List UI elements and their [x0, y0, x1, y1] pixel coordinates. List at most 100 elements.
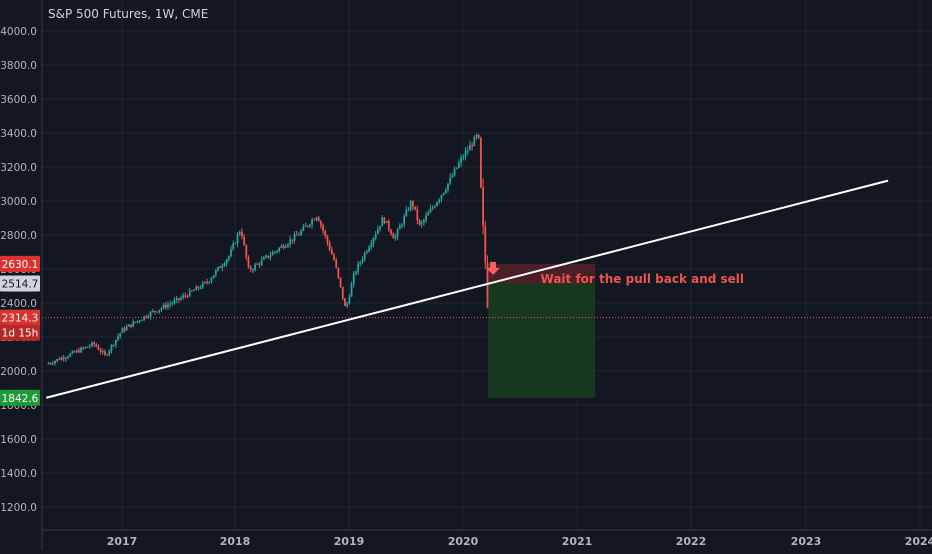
- candle-body: [214, 270, 217, 276]
- candle-body: [123, 328, 126, 331]
- candle-body: [267, 255, 270, 258]
- candle-body: [236, 234, 239, 244]
- candle-body: [429, 208, 432, 213]
- candle-body: [84, 346, 87, 349]
- candle-body: [287, 244, 289, 247]
- candle-body: [376, 228, 379, 234]
- candle-body: [62, 357, 65, 359]
- candle-body: [447, 183, 449, 191]
- candle-body: [390, 229, 392, 235]
- candle-body: [398, 226, 401, 230]
- candle-body: [54, 361, 56, 364]
- candle-body: [134, 321, 137, 323]
- trendline[interactable]: [46, 179, 889, 399]
- candle-body: [230, 249, 232, 257]
- candle-body: [466, 150, 469, 152]
- candle-body: [339, 277, 342, 287]
- candle-body: [265, 255, 267, 258]
- x-tick-label: 2019: [334, 535, 365, 548]
- candle-body: [177, 298, 180, 300]
- candle-body: [278, 247, 281, 251]
- candle-body: [409, 201, 412, 210]
- price-label-last-bg: [0, 309, 40, 326]
- candle-body: [322, 225, 324, 232]
- candle-body: [293, 234, 296, 241]
- trade-annotation: Wait for the pull back and sell: [541, 272, 745, 286]
- candle-body: [471, 145, 474, 147]
- candle-body: [460, 157, 463, 163]
- candle-body: [319, 221, 322, 226]
- candle-body: [414, 206, 417, 210]
- candle-body: [422, 219, 425, 223]
- price-label-last: 2314.3: [2, 313, 39, 325]
- candle-body: [308, 224, 311, 226]
- candle-body: [138, 320, 141, 322]
- candle-body: [438, 199, 441, 203]
- candle-body: [453, 168, 456, 176]
- candle-body: [276, 250, 278, 252]
- stop-loss-zone: [488, 263, 596, 284]
- candle-body: [132, 321, 135, 327]
- candle-body: [112, 344, 115, 346]
- candle-body: [121, 328, 124, 334]
- y-tick-label: 1200.0: [0, 502, 37, 514]
- candle-body: [130, 324, 132, 327]
- candle-body: [291, 239, 294, 241]
- candle-body: [387, 221, 390, 230]
- candle-body: [162, 304, 165, 309]
- candle-body: [71, 351, 74, 354]
- y-tick-label: 3600.0: [0, 94, 37, 106]
- y-tick-label: 3400.0: [0, 128, 37, 140]
- candle-body: [232, 243, 235, 250]
- candle-body: [306, 225, 309, 227]
- position-zones: [488, 263, 596, 398]
- price-label-countdown: 1d 15h: [2, 328, 39, 340]
- candle-body: [335, 260, 338, 268]
- candle-body: [169, 303, 172, 305]
- candle-body: [368, 247, 370, 252]
- candle-body: [359, 262, 362, 264]
- candle-body: [254, 264, 256, 270]
- candle-body: [337, 267, 340, 278]
- candle-body: [141, 319, 143, 321]
- candle-body: [357, 263, 360, 272]
- candle-body: [154, 310, 156, 312]
- candle-body: [158, 309, 161, 312]
- candle-body: [464, 151, 467, 158]
- candle-body: [91, 342, 93, 346]
- candle-body: [182, 295, 185, 298]
- candle-body: [260, 259, 263, 265]
- candle-body: [49, 363, 52, 365]
- candle-body: [458, 162, 460, 168]
- y-tick-label: 4000.0: [0, 26, 37, 38]
- candle-body: [206, 282, 208, 284]
- candle-body: [416, 209, 419, 221]
- candle-body: [88, 345, 91, 347]
- candle-body: [298, 234, 300, 236]
- candle-body: [304, 225, 307, 227]
- candle-body: [93, 342, 95, 345]
- candle-body: [475, 134, 478, 137]
- price-label-entry-bg: [0, 275, 40, 292]
- candle-body: [227, 256, 230, 260]
- candle-body: [431, 207, 434, 209]
- candle-body: [97, 346, 100, 350]
- candle-body: [300, 230, 303, 235]
- candle-body: [160, 308, 163, 310]
- candle-body: [403, 215, 406, 225]
- y-tick-label: 1400.0: [0, 468, 37, 480]
- candle-body: [341, 286, 344, 299]
- candle-body: [346, 303, 349, 307]
- x-axis: 2017 2018 2019 2020 2021 2022 2023 2024: [42, 529, 932, 548]
- candle-body: [208, 281, 211, 283]
- candle-body: [127, 324, 130, 327]
- candle-body: [243, 236, 246, 245]
- candle-body: [313, 219, 316, 221]
- grid: [42, 0, 932, 530]
- candle-body: [379, 226, 381, 229]
- candle-body: [251, 269, 254, 271]
- candle-body: [201, 282, 204, 288]
- candle-body: [210, 278, 213, 282]
